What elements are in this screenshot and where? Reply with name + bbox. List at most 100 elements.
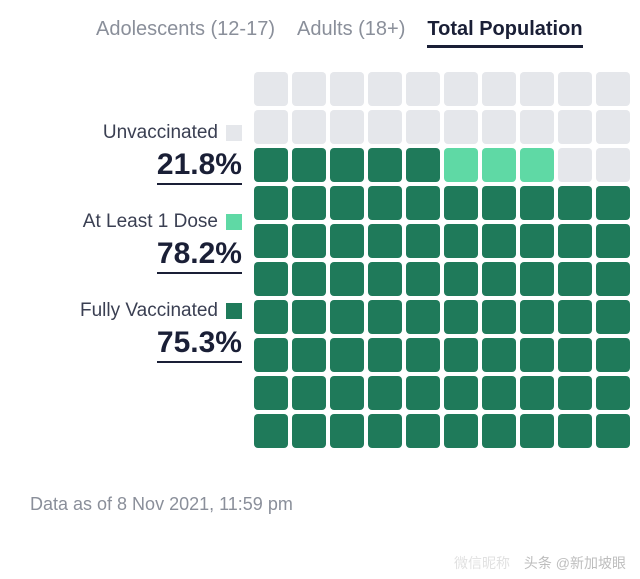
waffle-cell <box>368 72 402 106</box>
legend-fully: Fully Vaccinated 75.3% <box>24 300 242 363</box>
waffle-cell <box>292 148 326 182</box>
waffle-cell <box>596 300 630 334</box>
waffle-cell <box>330 376 364 410</box>
waffle-cell <box>292 72 326 106</box>
waffle-cell <box>520 110 554 144</box>
waffle-cell <box>482 300 516 334</box>
legend-unvaccinated: Unvaccinated 21.8% <box>24 122 242 185</box>
legend-at-least-1: At Least 1 Dose 78.2% <box>24 211 242 274</box>
waffle-cell <box>596 186 630 220</box>
waffle-chart <box>254 72 630 448</box>
waffle-cell <box>292 224 326 258</box>
tab-adolescents[interactable]: Adolescents (12-17) <box>96 18 275 48</box>
legend-fully-label: Fully Vaccinated <box>80 300 218 322</box>
waffle-cell <box>368 414 402 448</box>
waffle-cell <box>292 300 326 334</box>
waffle-cell <box>482 186 516 220</box>
waffle-cell <box>520 262 554 296</box>
waffle-cell <box>558 262 592 296</box>
waffle-cell <box>254 110 288 144</box>
waffle-cell <box>520 414 554 448</box>
waffle-cell <box>558 414 592 448</box>
waffle-cell <box>330 110 364 144</box>
waffle-cell <box>444 186 478 220</box>
waffle-cell <box>406 414 440 448</box>
waffle-cell <box>406 224 440 258</box>
waffle-cell <box>596 148 630 182</box>
waffle-cell <box>520 376 554 410</box>
waffle-cell <box>368 338 402 372</box>
waffle-cell <box>558 224 592 258</box>
waffle-cell <box>368 186 402 220</box>
waffle-cell <box>520 72 554 106</box>
waffle-cell <box>482 148 516 182</box>
waffle-cell <box>254 224 288 258</box>
waffle-cell <box>482 72 516 106</box>
waffle-cell <box>330 414 364 448</box>
waffle-cell <box>520 186 554 220</box>
waffle-cell <box>444 148 478 182</box>
waffle-cell <box>444 414 478 448</box>
waffle-cell <box>482 224 516 258</box>
waffle-cell <box>558 72 592 106</box>
waffle-cell <box>482 262 516 296</box>
waffle-cell <box>368 300 402 334</box>
waffle-cell <box>254 186 288 220</box>
waffle-cell <box>558 186 592 220</box>
tab-adults[interactable]: Adults (18+) <box>297 18 405 48</box>
waffle-cell <box>406 186 440 220</box>
waffle-cell <box>482 338 516 372</box>
waffle-cell <box>292 338 326 372</box>
legend-at-least-1-value: 78.2% <box>157 237 242 274</box>
waffle-cell <box>596 338 630 372</box>
waffle-cell <box>254 148 288 182</box>
waffle-cell <box>558 300 592 334</box>
waffle-cell <box>254 376 288 410</box>
legend-fully-value: 75.3% <box>157 326 242 363</box>
watermark-left: 微信昵称 <box>454 553 510 573</box>
waffle-cell <box>558 110 592 144</box>
legend-at-least-1-label: At Least 1 Dose <box>83 211 218 233</box>
waffle-cell <box>520 148 554 182</box>
waffle-cell <box>596 262 630 296</box>
waffle-cell <box>368 148 402 182</box>
tabs: Adolescents (12-17) Adults (18+) Total P… <box>96 18 616 48</box>
waffle-cell <box>482 414 516 448</box>
waffle-cell <box>330 338 364 372</box>
waffle-cell <box>444 338 478 372</box>
tab-total-population[interactable]: Total Population <box>427 18 582 48</box>
waffle-cell <box>406 72 440 106</box>
waffle-cell <box>444 300 478 334</box>
waffle-cell <box>520 224 554 258</box>
waffle-cell <box>330 262 364 296</box>
waffle-cell <box>520 300 554 334</box>
waffle-cell <box>406 262 440 296</box>
waffle-cell <box>596 72 630 106</box>
data-timestamp: Data as of 8 Nov 2021, 11:59 pm <box>30 494 616 515</box>
swatch-fully <box>226 303 242 319</box>
swatch-unvaccinated <box>226 125 242 141</box>
legend-unvaccinated-label: Unvaccinated <box>103 122 218 144</box>
waffle-cell <box>254 72 288 106</box>
watermark-right: 头条 @新加坡眼 <box>524 553 626 573</box>
waffle-cell <box>558 338 592 372</box>
waffle-cell <box>254 338 288 372</box>
waffle-cell <box>254 414 288 448</box>
waffle-cell <box>596 110 630 144</box>
waffle-cell <box>444 110 478 144</box>
legend: Unvaccinated 21.8% At Least 1 Dose 78.2%… <box>24 72 242 448</box>
waffle-cell <box>596 224 630 258</box>
waffle-cell <box>444 224 478 258</box>
waffle-cell <box>558 148 592 182</box>
waffle-cell <box>292 186 326 220</box>
waffle-cell <box>482 110 516 144</box>
waffle-cell <box>368 224 402 258</box>
legend-unvaccinated-value: 21.8% <box>157 148 242 185</box>
waffle-cell <box>444 262 478 296</box>
waffle-cell <box>368 262 402 296</box>
waffle-cell <box>596 376 630 410</box>
waffle-cell <box>406 300 440 334</box>
waffle-cell <box>406 376 440 410</box>
waffle-cell <box>254 300 288 334</box>
waffle-cell <box>482 376 516 410</box>
